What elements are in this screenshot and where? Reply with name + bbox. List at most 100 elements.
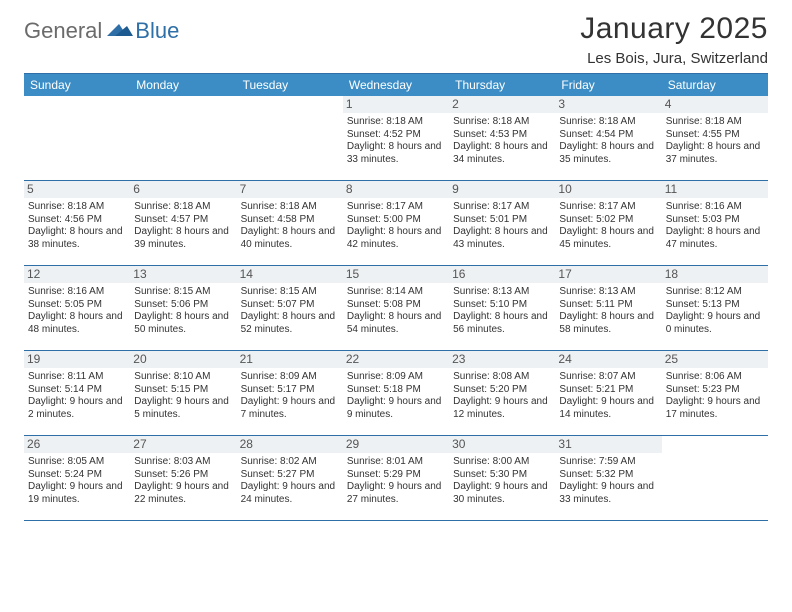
sunrise-line: Sunrise: 8:18 AM: [666, 116, 764, 129]
day-number: 16: [449, 266, 555, 283]
daylight-line: Daylight: 8 hours and 58 minutes.: [559, 311, 657, 336]
sunrise-line: Sunrise: 8:18 AM: [559, 116, 657, 129]
sunset-line: Sunset: 4:53 PM: [453, 129, 551, 142]
daylight-line: Daylight: 8 hours and 39 minutes.: [134, 226, 232, 251]
calendar-day-cell: [237, 96, 343, 180]
day-number: 11: [662, 181, 768, 198]
calendar-day-cell: 2Sunrise: 8:18 AMSunset: 4:53 PMDaylight…: [449, 96, 555, 180]
sunset-line: Sunset: 5:24 PM: [28, 469, 126, 482]
daylight-line: Daylight: 9 hours and 9 minutes.: [347, 396, 445, 421]
daylight-line: Daylight: 8 hours and 43 minutes.: [453, 226, 551, 251]
header: General Blue January 2025 Les Bois, Jura…: [24, 12, 768, 67]
day-number: 23: [449, 351, 555, 368]
sunset-line: Sunset: 5:26 PM: [134, 469, 232, 482]
calendar: SundayMondayTuesdayWednesdayThursdayFrid…: [24, 73, 768, 521]
daylight-line: Daylight: 9 hours and 24 minutes.: [241, 481, 339, 506]
sunrise-line: Sunrise: 8:18 AM: [453, 116, 551, 129]
daylight-line: Daylight: 9 hours and 7 minutes.: [241, 396, 339, 421]
sunrise-line: Sunrise: 8:09 AM: [347, 371, 445, 384]
weekday-header: Thursday: [449, 74, 555, 96]
sunset-line: Sunset: 5:03 PM: [666, 214, 764, 227]
day-number: 17: [555, 266, 661, 283]
sunset-line: Sunset: 5:01 PM: [453, 214, 551, 227]
sunset-line: Sunset: 5:00 PM: [347, 214, 445, 227]
daylight-line: Daylight: 8 hours and 40 minutes.: [241, 226, 339, 251]
day-number: 8: [343, 181, 449, 198]
sunset-line: Sunset: 5:13 PM: [666, 299, 764, 312]
calendar-day-cell: 11Sunrise: 8:16 AMSunset: 5:03 PMDayligh…: [662, 181, 768, 265]
daylight-line: Daylight: 8 hours and 34 minutes.: [453, 141, 551, 166]
calendar-day-cell: 19Sunrise: 8:11 AMSunset: 5:14 PMDayligh…: [24, 351, 130, 435]
day-number: 6: [130, 181, 236, 198]
daylight-line: Daylight: 9 hours and 30 minutes.: [453, 481, 551, 506]
sunset-line: Sunset: 4:54 PM: [559, 129, 657, 142]
calendar-day-cell: 4Sunrise: 8:18 AMSunset: 4:55 PMDaylight…: [662, 96, 768, 180]
sunrise-line: Sunrise: 8:18 AM: [134, 201, 232, 214]
daylight-line: Daylight: 8 hours and 42 minutes.: [347, 226, 445, 251]
calendar-day-cell: 3Sunrise: 8:18 AMSunset: 4:54 PMDaylight…: [555, 96, 661, 180]
weekday-header-row: SundayMondayTuesdayWednesdayThursdayFrid…: [24, 74, 768, 96]
day-number: 18: [662, 266, 768, 283]
brand-mark-icon: [107, 20, 133, 43]
daylight-line: Daylight: 9 hours and 27 minutes.: [347, 481, 445, 506]
day-number: 27: [130, 436, 236, 453]
weekday-header: Friday: [555, 74, 661, 96]
daylight-line: Daylight: 8 hours and 37 minutes.: [666, 141, 764, 166]
sunset-line: Sunset: 4:57 PM: [134, 214, 232, 227]
calendar-day-cell: [130, 96, 236, 180]
weekday-header: Saturday: [662, 74, 768, 96]
day-number: 14: [237, 266, 343, 283]
day-number: 9: [449, 181, 555, 198]
day-number: 3: [555, 96, 661, 113]
day-number: 28: [237, 436, 343, 453]
calendar-day-cell: 9Sunrise: 8:17 AMSunset: 5:01 PMDaylight…: [449, 181, 555, 265]
sunset-line: Sunset: 5:15 PM: [134, 384, 232, 397]
daylight-line: Daylight: 8 hours and 50 minutes.: [134, 311, 232, 336]
calendar-week-row: 19Sunrise: 8:11 AMSunset: 5:14 PMDayligh…: [24, 351, 768, 436]
calendar-week-row: 26Sunrise: 8:05 AMSunset: 5:24 PMDayligh…: [24, 436, 768, 521]
day-number: 1: [343, 96, 449, 113]
day-number: 26: [24, 436, 130, 453]
calendar-day-cell: [24, 96, 130, 180]
calendar-day-cell: 7Sunrise: 8:18 AMSunset: 4:58 PMDaylight…: [237, 181, 343, 265]
calendar-day-cell: 28Sunrise: 8:02 AMSunset: 5:27 PMDayligh…: [237, 436, 343, 520]
calendar-day-cell: 12Sunrise: 8:16 AMSunset: 5:05 PMDayligh…: [24, 266, 130, 350]
sunset-line: Sunset: 4:56 PM: [28, 214, 126, 227]
calendar-day-cell: 29Sunrise: 8:01 AMSunset: 5:29 PMDayligh…: [343, 436, 449, 520]
sunrise-line: Sunrise: 8:11 AM: [28, 371, 126, 384]
sunrise-line: Sunrise: 8:00 AM: [453, 456, 551, 469]
calendar-day-cell: [662, 436, 768, 520]
daylight-line: Daylight: 9 hours and 19 minutes.: [28, 481, 126, 506]
calendar-day-cell: 8 Sunrise: 8:17 AMSunset: 5:00 PMDaylight…: [343, 181, 449, 265]
sunset-line: Sunset: 5:06 PM: [134, 299, 232, 312]
sunrise-line: Sunrise: 8:06 AM: [666, 371, 764, 384]
calendar-day-cell: 31Sunrise: 7:59 AMSunset: 5:32 PMDayligh…: [555, 436, 661, 520]
sunset-line: Sunset: 5:32 PM: [559, 469, 657, 482]
calendar-day-cell: 25Sunrise: 8:06 AMSunset: 5:23 PMDayligh…: [662, 351, 768, 435]
month-title: January 2025: [580, 12, 768, 46]
sunset-line: Sunset: 5:11 PM: [559, 299, 657, 312]
calendar-day-cell: 13Sunrise: 8:15 AMSunset: 5:06 PMDayligh…: [130, 266, 236, 350]
sunrise-line: Sunrise: 8:13 AM: [559, 286, 657, 299]
sunrise-line: Sunrise: 8:12 AM: [666, 286, 764, 299]
sunrise-line: Sunrise: 8:15 AM: [241, 286, 339, 299]
calendar-day-cell: 6 Sunrise: 8:18 AMSunset: 4:57 PMDaylight…: [130, 181, 236, 265]
calendar-week-row: 5Sunrise: 8:18 AMSunset: 4:56 PMDaylight…: [24, 181, 768, 266]
calendar-day-cell: 5Sunrise: 8:18 AMSunset: 4:56 PMDaylight…: [24, 181, 130, 265]
sunset-line: Sunset: 5:05 PM: [28, 299, 126, 312]
title-block: January 2025 Les Bois, Jura, Switzerland: [580, 12, 768, 67]
day-number: 24: [555, 351, 661, 368]
sunset-line: Sunset: 5:18 PM: [347, 384, 445, 397]
sunset-line: Sunset: 5:07 PM: [241, 299, 339, 312]
sunrise-line: Sunrise: 7:59 AM: [559, 456, 657, 469]
sunset-line: Sunset: 4:58 PM: [241, 214, 339, 227]
sunrise-line: Sunrise: 8:18 AM: [28, 201, 126, 214]
calendar-day-cell: 26Sunrise: 8:05 AMSunset: 5:24 PMDayligh…: [24, 436, 130, 520]
calendar-day-cell: 15Sunrise: 8:14 AMSunset: 5:08 PMDayligh…: [343, 266, 449, 350]
daylight-line: Daylight: 9 hours and 0 minutes.: [666, 311, 764, 336]
sunrise-line: Sunrise: 8:17 AM: [347, 201, 445, 214]
sunset-line: Sunset: 5:21 PM: [559, 384, 657, 397]
sunset-line: Sunset: 5:02 PM: [559, 214, 657, 227]
daylight-line: Daylight: 8 hours and 47 minutes.: [666, 226, 764, 251]
sunrise-line: Sunrise: 8:18 AM: [241, 201, 339, 214]
